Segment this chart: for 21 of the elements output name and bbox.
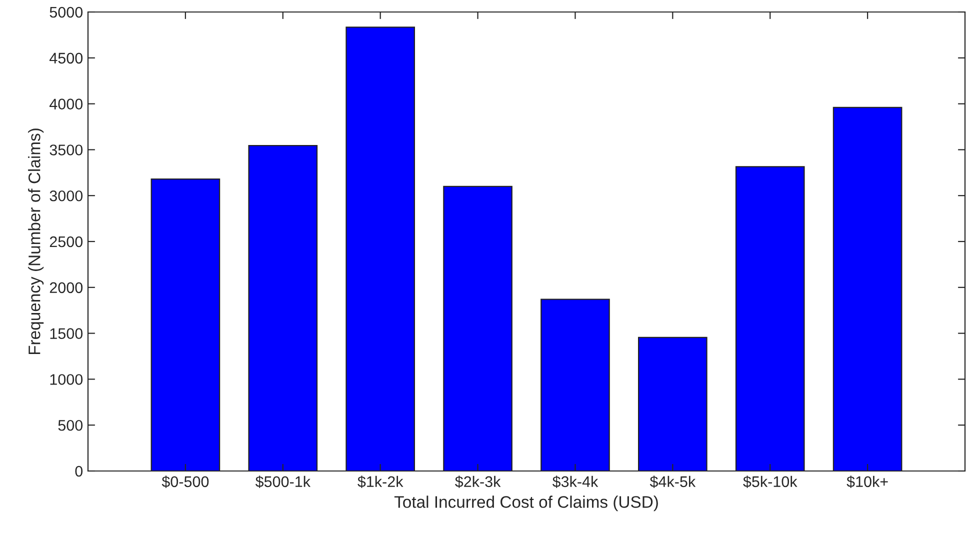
x-tick-label: $5k-10k bbox=[743, 476, 798, 488]
y-tick-label: 500 bbox=[58, 420, 83, 431]
y-tick-label: 3000 bbox=[50, 190, 83, 202]
y-tick-label: 4500 bbox=[50, 52, 83, 64]
y-tick-label: 3500 bbox=[50, 144, 83, 156]
x-tick-label: $3k-4k bbox=[552, 476, 598, 488]
y-tick-label: 0 bbox=[75, 466, 83, 477]
y-tick-label: 2000 bbox=[50, 282, 83, 294]
y-tick-label: 4000 bbox=[50, 98, 83, 110]
x-tick-label: $10k+ bbox=[846, 476, 888, 488]
y-tick-label: 2500 bbox=[50, 236, 83, 248]
x-axis-title: Total Incurred Cost of Claims (USD) bbox=[394, 496, 658, 512]
x-tick-label: $500-1k bbox=[255, 476, 311, 488]
y-tick-label: 1500 bbox=[50, 328, 83, 339]
x-tick-label: $0-500 bbox=[162, 476, 209, 488]
y-tick-label: 1000 bbox=[50, 374, 83, 385]
x-tick-label: $1k-2k bbox=[358, 476, 404, 488]
y-axis-title: Frequency (Number of Claims) bbox=[28, 128, 44, 354]
y-tick-label: 5000 bbox=[50, 6, 83, 18]
x-tick-label: $4k-5k bbox=[650, 476, 696, 488]
x-tick-label: $2k-3k bbox=[455, 476, 501, 488]
